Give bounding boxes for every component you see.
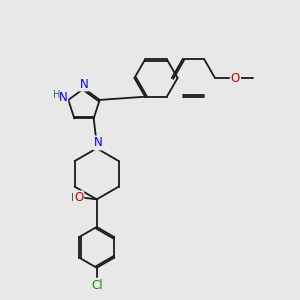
Text: O: O <box>74 191 83 204</box>
Text: O: O <box>231 71 240 85</box>
Text: H: H <box>53 89 61 100</box>
Text: H: H <box>71 193 79 202</box>
Text: Cl: Cl <box>91 279 103 292</box>
Text: N: N <box>94 136 103 149</box>
Text: N: N <box>80 77 88 91</box>
Text: N: N <box>58 91 67 104</box>
